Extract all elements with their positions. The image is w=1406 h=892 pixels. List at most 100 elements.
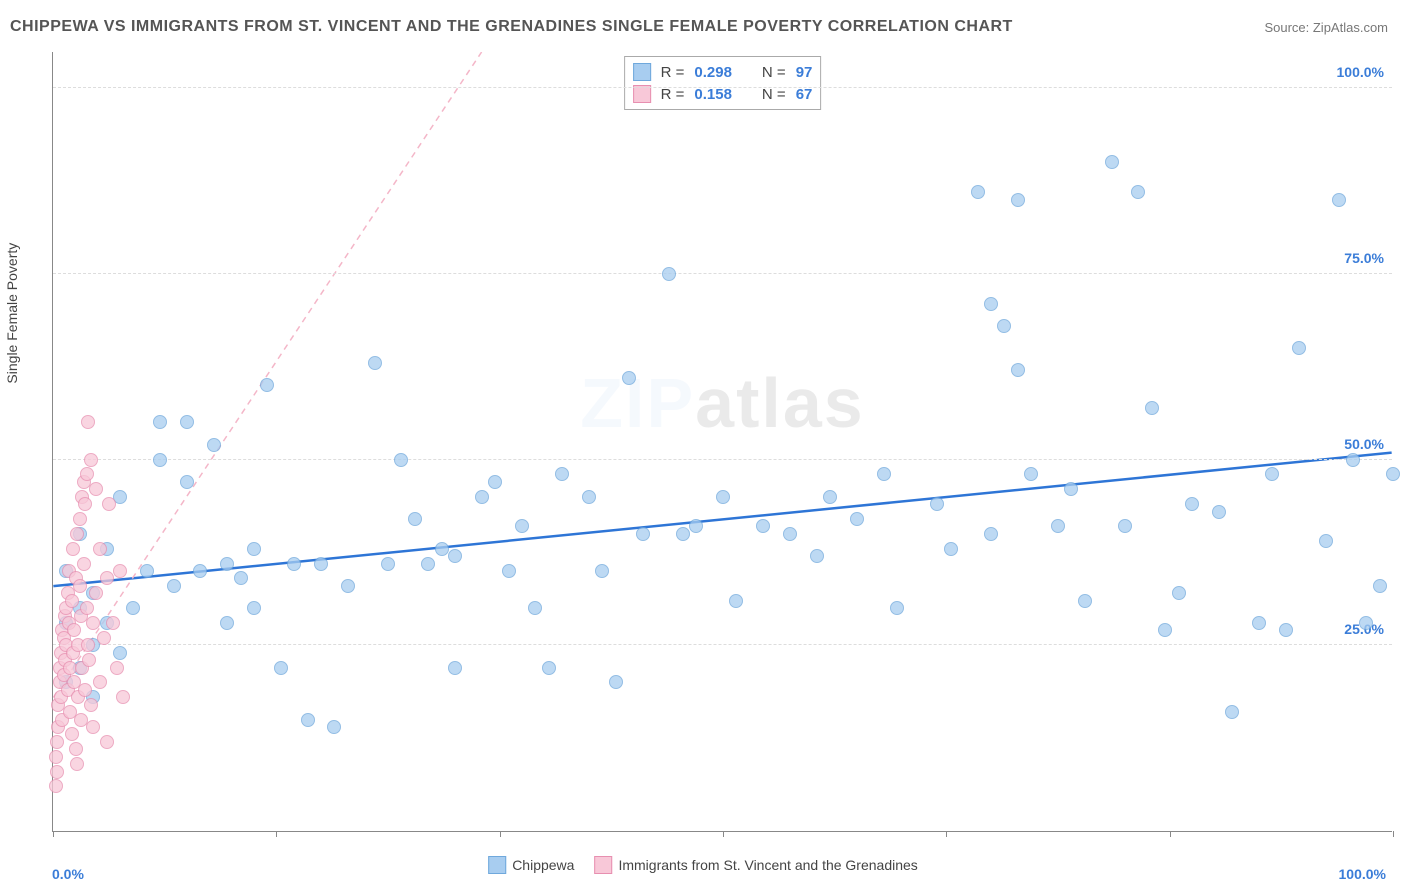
data-point <box>301 713 315 727</box>
y-axis-label: Single Female Poverty <box>4 243 20 384</box>
data-point <box>930 497 944 511</box>
data-point <box>381 557 395 571</box>
data-point <box>314 557 328 571</box>
trend-line <box>53 52 481 697</box>
legend-label: Chippewa <box>512 857 574 873</box>
y-gridlabel: 50.0% <box>1344 436 1384 452</box>
data-point <box>49 779 63 793</box>
data-point <box>421 557 435 571</box>
data-point <box>50 765 64 779</box>
r-value: 0.298 <box>694 64 732 81</box>
data-point <box>488 475 502 489</box>
n-value: 97 <box>796 64 813 81</box>
data-point <box>89 586 103 600</box>
data-point <box>106 616 120 630</box>
data-point <box>81 638 95 652</box>
data-point <box>502 564 516 578</box>
data-point <box>1131 185 1145 199</box>
data-point <box>689 519 703 533</box>
data-point <box>1359 616 1373 630</box>
data-point <box>582 490 596 504</box>
data-point <box>1373 579 1387 593</box>
data-point <box>890 601 904 615</box>
data-point <box>153 415 167 429</box>
x-tick <box>53 831 54 837</box>
data-point <box>944 542 958 556</box>
data-point <box>77 557 91 571</box>
data-point <box>274 661 288 675</box>
data-point <box>1118 519 1132 533</box>
data-point <box>850 512 864 526</box>
data-point <box>555 467 569 481</box>
data-point <box>93 542 107 556</box>
data-point <box>287 557 301 571</box>
data-point <box>1051 519 1065 533</box>
data-point <box>234 571 248 585</box>
data-point <box>80 467 94 481</box>
data-point <box>609 675 623 689</box>
data-point <box>823 490 837 504</box>
data-point <box>73 579 87 593</box>
data-point <box>167 579 181 593</box>
data-point <box>971 185 985 199</box>
data-point <box>82 653 96 667</box>
x-tick <box>946 831 947 837</box>
data-point <box>49 750 63 764</box>
y-gridlabel: 100.0% <box>1337 64 1384 80</box>
data-point <box>729 594 743 608</box>
data-point <box>1064 482 1078 496</box>
chart-container: CHIPPEWA VS IMMIGRANTS FROM ST. VINCENT … <box>0 0 1406 892</box>
legend-item: Chippewa <box>488 856 574 874</box>
data-point <box>1185 497 1199 511</box>
data-point <box>207 438 221 452</box>
data-point <box>97 631 111 645</box>
data-point <box>1292 341 1306 355</box>
plot-area: ZIPatlas R =0.298N =97R =0.158N =67 25.0… <box>52 52 1392 832</box>
data-point <box>1252 616 1266 630</box>
data-point <box>73 512 87 526</box>
data-point <box>180 415 194 429</box>
data-point <box>622 371 636 385</box>
data-point <box>636 527 650 541</box>
x-tick <box>723 831 724 837</box>
data-point <box>247 542 261 556</box>
data-point <box>1172 586 1186 600</box>
legend-swatch <box>633 63 651 81</box>
data-point <box>542 661 556 675</box>
source-label: Source: ZipAtlas.com <box>1264 20 1388 35</box>
data-point <box>1145 401 1159 415</box>
legend-label: Immigrants from St. Vincent and the Gren… <box>618 857 917 873</box>
data-point <box>448 549 462 563</box>
data-point <box>1024 467 1038 481</box>
data-point <box>70 527 84 541</box>
series-legend: Chippewa Immigrants from St. Vincent and … <box>488 856 918 874</box>
data-point <box>1011 193 1025 207</box>
data-point <box>153 453 167 467</box>
data-point <box>84 453 98 467</box>
data-point <box>126 601 140 615</box>
data-point <box>810 549 824 563</box>
data-point <box>1225 705 1239 719</box>
x-tick <box>1170 831 1171 837</box>
data-point <box>78 497 92 511</box>
stats-legend: R =0.298N =97R =0.158N =67 <box>624 56 822 110</box>
x-tick <box>500 831 501 837</box>
data-point <box>65 594 79 608</box>
data-point <box>475 490 489 504</box>
data-point <box>220 557 234 571</box>
data-point <box>997 319 1011 333</box>
data-point <box>113 564 127 578</box>
data-point <box>368 356 382 370</box>
data-point <box>80 601 94 615</box>
data-point <box>260 378 274 392</box>
data-point <box>70 757 84 771</box>
x-axis-min-label: 0.0% <box>52 866 84 882</box>
data-point <box>1265 467 1279 481</box>
data-point <box>180 475 194 489</box>
chart-title: CHIPPEWA VS IMMIGRANTS FROM ST. VINCENT … <box>10 18 1013 36</box>
data-point <box>113 646 127 660</box>
data-point <box>1105 155 1119 169</box>
data-point <box>1319 534 1333 548</box>
data-point <box>1332 193 1346 207</box>
data-point <box>86 720 100 734</box>
